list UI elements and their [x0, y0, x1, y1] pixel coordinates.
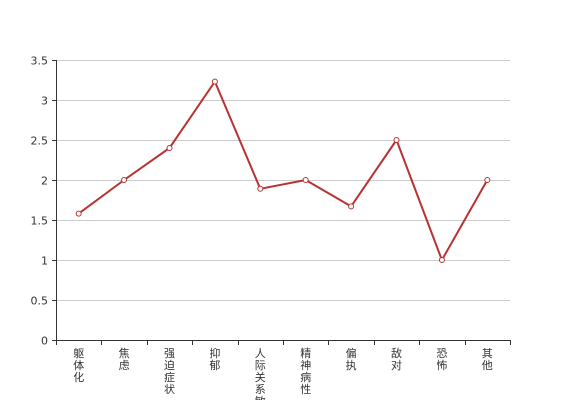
- x-tick-label-2: 强迫症状: [164, 347, 175, 396]
- data-point-8[interactable]: [438, 257, 445, 263]
- y-tick-label-7: 3.5: [31, 55, 49, 68]
- data-point-0[interactable]: [75, 210, 82, 217]
- x-tick-label-8: 恐怖: [436, 347, 447, 372]
- data-point-1[interactable]: [121, 177, 128, 183]
- y-tick-label-2: 1: [41, 255, 48, 268]
- series-line-0: [78, 80, 489, 261]
- x-tick-label-5: 精神病性: [300, 347, 311, 396]
- x-tick-label-9: 其他: [482, 347, 493, 372]
- data-point-6[interactable]: [348, 203, 355, 210]
- x-tick-label-7: 敌对: [391, 346, 402, 372]
- y-tick-labels: 0 0.5 1 1.5 2 2.5 3 3.5: [31, 55, 49, 348]
- data-point-2[interactable]: [166, 145, 173, 151]
- data-point-9[interactable]: [484, 177, 491, 183]
- series: [75, 78, 491, 263]
- y-tick-label-4: 2: [41, 175, 48, 188]
- y-tick-label-6: 3: [41, 95, 48, 108]
- grid-lines: [56, 60, 510, 301]
- axes: [52, 60, 511, 345]
- y-tick-label-0: 0: [41, 335, 48, 348]
- data-point-5[interactable]: [302, 177, 309, 183]
- data-point-4[interactable]: [257, 185, 264, 192]
- x-tick-label-4: 人际关系敏感: [255, 347, 266, 400]
- y-tick-label-3: 1.5: [31, 215, 49, 228]
- y-tick-label-5: 2.5: [31, 135, 49, 148]
- data-point-3[interactable]: [211, 78, 218, 85]
- x-tick-label-1: 焦虑: [119, 347, 130, 372]
- x-tick-label-3: 抑郁: [209, 346, 220, 372]
- x-tick-labels: 躯体化 焦虑 强迫症状 抑郁 人际关系敏感 精神病性 偏执 敌对 恐怖 其他: [73, 346, 493, 400]
- x-tick-label-6: 偏执: [346, 346, 357, 372]
- data-point-7[interactable]: [393, 137, 400, 143]
- x-tick-label-0: 躯体化: [73, 347, 84, 384]
- y-tick-label-1: 0.5: [31, 295, 49, 308]
